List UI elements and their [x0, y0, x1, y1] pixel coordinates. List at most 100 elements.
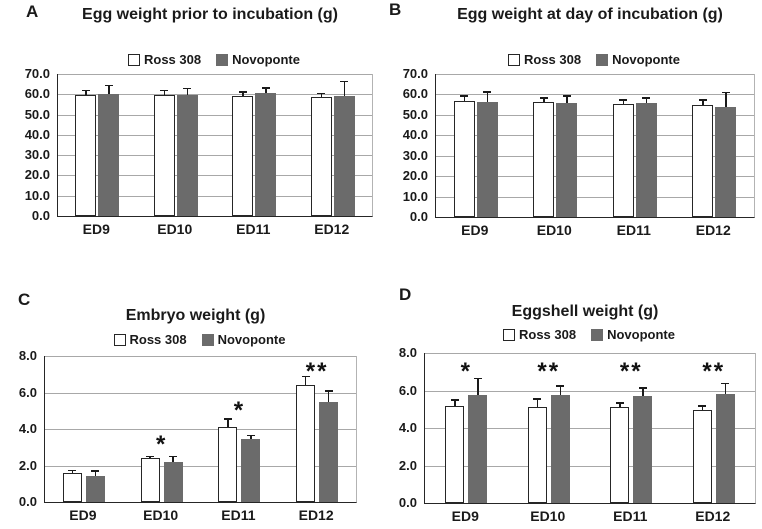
- y-tick-label: 4.0: [398, 420, 417, 435]
- x-tick-label: ED12: [695, 222, 731, 238]
- error-bar: [701, 405, 703, 411]
- bar-ed12-ross-308: [692, 410, 712, 503]
- error-bar-cap: [721, 91, 730, 94]
- panel-letter: A: [26, 2, 39, 21]
- error-bar: [536, 398, 538, 408]
- x-tick-label: ED11: [221, 507, 256, 523]
- x-tick-label: ED9: [69, 507, 97, 523]
- legend-label: Novoponte: [217, 332, 286, 347]
- y-tick-label: 50.0: [24, 106, 50, 122]
- bar-ed11-ross-308: [218, 427, 238, 502]
- gridline: [436, 94, 754, 96]
- y-tick-label: 0.0: [18, 494, 37, 509]
- gridline: [45, 356, 356, 357]
- novoponte-swatch-icon: [201, 333, 214, 346]
- bar-ed10-novoponte: [556, 103, 578, 217]
- bar-ed12-ross-308: [692, 104, 714, 217]
- error-bar: [265, 87, 267, 94]
- error-bar-cap: [556, 385, 565, 387]
- error-bar-cap: [638, 387, 647, 389]
- error-bar: [85, 90, 87, 95]
- error-bar-cap: [721, 382, 730, 384]
- y-tick-label: 20.0: [402, 168, 428, 184]
- chart-title: Eggshell weight (g): [511, 303, 659, 320]
- x-tick-label: ED11: [616, 222, 651, 238]
- error-bar: [327, 390, 330, 402]
- legend-label: Ross 308: [144, 52, 202, 67]
- gridline: [58, 74, 372, 75]
- bar-ed12-ross-308: [296, 385, 316, 502]
- bar-ed12-novoponte: [333, 95, 355, 216]
- x-tick-label: ED9: [82, 221, 110, 237]
- ross-308-swatch-icon: [503, 328, 515, 341]
- y-tick-label: 70.0: [402, 66, 428, 81]
- y-tick-label: 30.0: [24, 147, 50, 163]
- error-bar: [725, 92, 727, 108]
- legend-item-ross-308: Ross 308: [128, 52, 201, 67]
- legend-label: Ross 308: [524, 52, 582, 67]
- legend-item-novoponte: Novoponte: [596, 52, 680, 67]
- panel-a-egg-weight-prior: A Egg weight prior to incubation (g) Ros…: [0, 0, 381, 264]
- error-bar: [566, 95, 568, 104]
- y-tick-label: 2.0: [18, 457, 37, 473]
- error-bar: [454, 399, 456, 406]
- bar-ed11-ross-308: [232, 95, 254, 216]
- legend-item-ross-308: Ross 308: [508, 52, 581, 67]
- plot-area: [435, 74, 755, 218]
- error-bar-cap: [642, 97, 651, 99]
- x-tick-label: ED9: [461, 222, 489, 238]
- error-bar-cap: [160, 89, 169, 92]
- error-bar: [304, 376, 307, 386]
- gridline: [58, 195, 372, 197]
- bar-ed12-novoponte: [715, 107, 737, 217]
- error-bar: [163, 90, 165, 96]
- error-bar-cap: [169, 455, 178, 458]
- error-bar-cap: [68, 469, 77, 472]
- y-tick-label: 2.0: [398, 457, 417, 473]
- y-tick-label: 30.0: [402, 147, 428, 163]
- x-tick-label: ED12: [314, 221, 350, 237]
- error-bar-cap: [104, 84, 113, 87]
- significance-asterisk: **: [702, 357, 726, 385]
- y-tick-label: 20.0: [24, 167, 50, 183]
- legend-label: Novoponte: [232, 52, 300, 67]
- panel-letter: B: [389, 0, 402, 19]
- bar-ed10-ross-308: [140, 458, 160, 502]
- chart-title: Egg weight prior to incubation (g): [82, 6, 338, 23]
- error-bar: [227, 418, 229, 428]
- error-bar-cap: [460, 95, 469, 97]
- error-bar-cap: [698, 405, 707, 407]
- error-bar: [94, 470, 97, 476]
- error-bar: [559, 385, 561, 396]
- gridline: [425, 428, 755, 429]
- error-bar: [172, 456, 174, 462]
- panel-letter: D: [399, 285, 412, 304]
- chart-legend: Ross 308 Novoponte: [44, 332, 355, 347]
- error-bar: [645, 97, 647, 104]
- x-tick-label: ED10: [530, 508, 566, 524]
- gridline: [425, 465, 755, 467]
- bar-ed11-novoponte: [241, 439, 261, 502]
- plot-area: * * **: [44, 356, 357, 503]
- legend-item-novoponte: Novoponte: [216, 52, 300, 67]
- error-bar: [463, 95, 465, 102]
- y-tick-label: 50.0: [402, 106, 428, 122]
- panel-letter: C: [18, 290, 31, 309]
- error-bar: [702, 99, 704, 105]
- significance-asterisk: *: [155, 431, 168, 459]
- error-bar: [622, 99, 624, 104]
- y-tick-label: 6.0: [18, 384, 37, 400]
- error-bar: [186, 88, 188, 96]
- error-bar: [108, 85, 110, 95]
- bar-ed10-novoponte: [163, 461, 183, 502]
- error-bar-cap: [533, 398, 542, 400]
- bar-ed11-novoponte: [633, 396, 653, 503]
- y-tick-label: 6.0: [398, 382, 417, 398]
- bar-ed11-ross-308: [612, 103, 634, 217]
- error-bar-cap: [539, 97, 548, 99]
- y-tick-label: 0.0: [398, 495, 417, 510]
- bar-ed11-ross-308: [610, 407, 630, 503]
- x-tick-label: ED12: [298, 507, 334, 523]
- bar-ed9-novoponte: [476, 101, 498, 217]
- bar-ed9-novoponte: [468, 395, 488, 503]
